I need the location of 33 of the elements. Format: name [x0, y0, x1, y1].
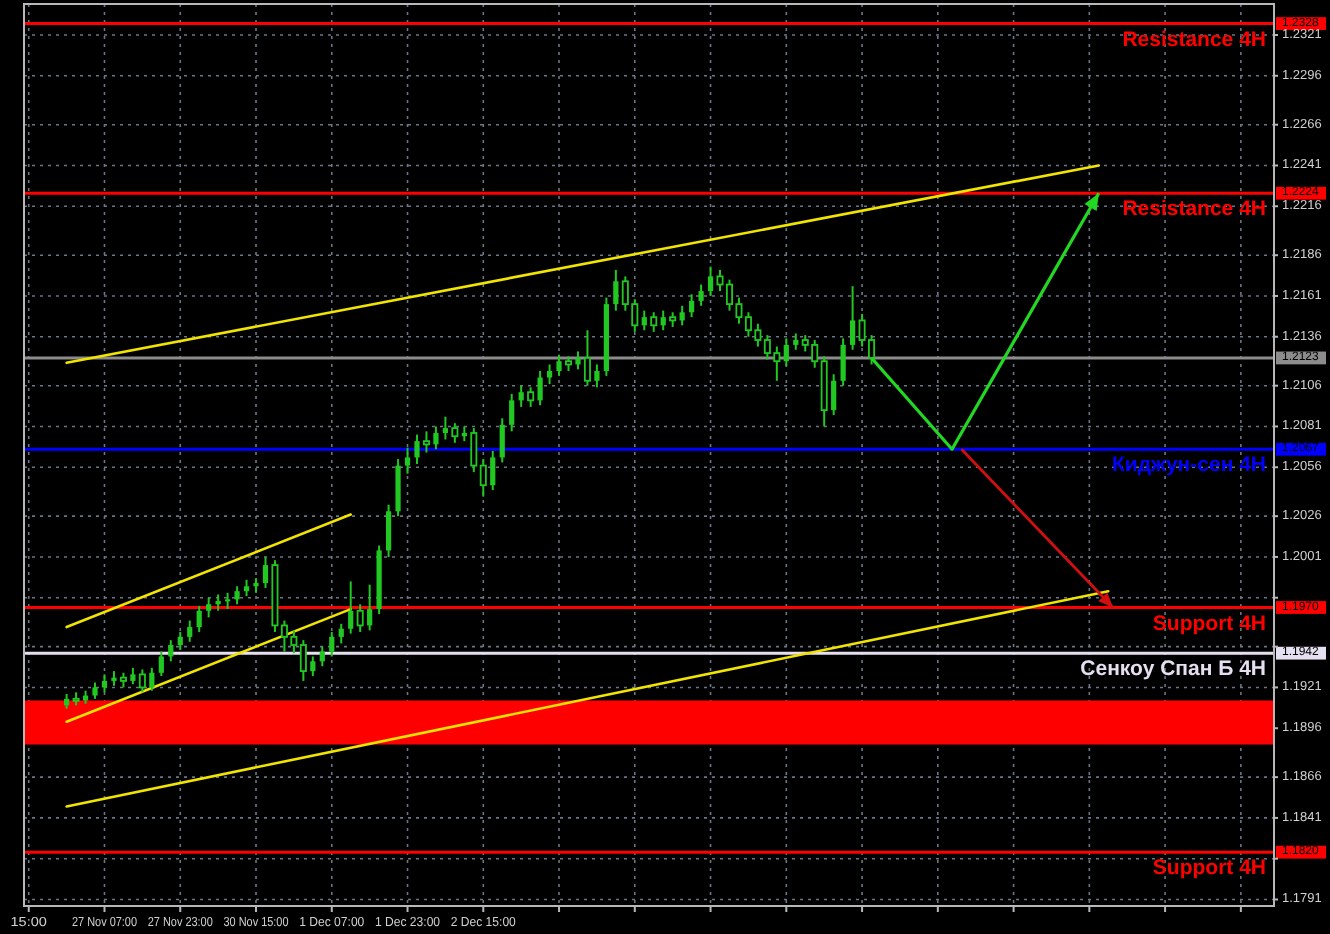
candlestick [499, 417, 505, 464]
candlestick [404, 446, 411, 475]
candlestick [187, 619, 193, 643]
candlestick [840, 337, 846, 387]
candlestick [451, 422, 459, 444]
ref-line-label: Сенкоу Спан Б 4H [1080, 657, 1266, 682]
candlestick [698, 283, 704, 307]
ref-line-label: Support 4H [1152, 611, 1266, 636]
candlestick [356, 603, 364, 633]
candlestick [679, 304, 685, 327]
candlestick [707, 265, 714, 297]
candlestick [509, 392, 515, 433]
candlestick [395, 458, 401, 518]
candlestick [329, 630, 335, 658]
candlestick [158, 650, 164, 678]
ref-line-label: Support 4H [1152, 856, 1266, 881]
candlestick [385, 503, 392, 558]
candlestick [338, 622, 344, 645]
candlestick [527, 386, 535, 408]
candlestick [206, 596, 212, 619]
ref-line-label: Resistance 4H [1122, 27, 1266, 52]
candlestick [138, 668, 146, 694]
candlestick [348, 580, 354, 635]
candlestick [650, 311, 658, 333]
candlestick [783, 337, 789, 368]
ref-line-label: Resistance 4H [1122, 197, 1266, 222]
candlestick [849, 285, 856, 351]
ref-line-label: Киджун-сен 4H [1111, 453, 1266, 478]
candlestick [168, 639, 174, 663]
candlestick [613, 268, 619, 312]
candlestick [546, 363, 553, 386]
candlestick [689, 293, 695, 319]
candlestick [196, 604, 202, 633]
